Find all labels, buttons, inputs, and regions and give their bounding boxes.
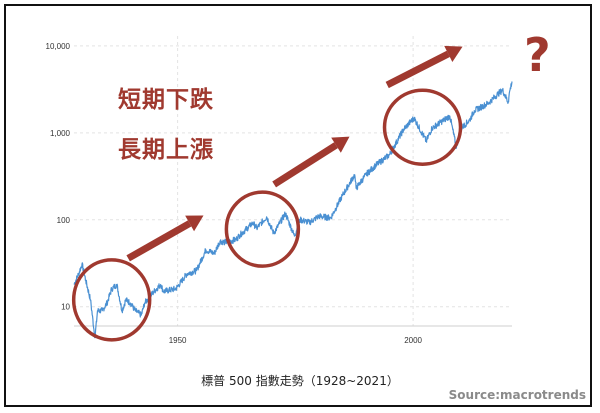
highlight-circle bbox=[71, 258, 152, 342]
highlight-circle bbox=[382, 88, 463, 166]
highlight-circle bbox=[224, 190, 301, 268]
y-tick-label: 10,000 bbox=[46, 42, 71, 51]
question-mark-icon: ? bbox=[524, 28, 551, 82]
axes: 10 100 1,000 10,000 1950 2000 bbox=[46, 42, 512, 345]
headline-short-term: 短期下跌 bbox=[118, 87, 214, 113]
y-tick-label: 10 bbox=[61, 303, 70, 312]
trend-arrow-shaft bbox=[126, 220, 192, 262]
y-tick-label: 1,000 bbox=[50, 129, 71, 138]
y-tick-label: 100 bbox=[57, 216, 71, 225]
chart-caption: 標普 500 指數走勢（1928~2021） bbox=[201, 374, 399, 388]
trend-arrow-shaft bbox=[385, 50, 450, 89]
annotations bbox=[71, 45, 463, 342]
x-tick-label: 2000 bbox=[404, 336, 422, 345]
x-tick-label: 1950 bbox=[169, 336, 187, 345]
sp500-line bbox=[73, 81, 513, 339]
source-credit: Source:macrotrends bbox=[448, 388, 586, 402]
trend-arrow-head bbox=[444, 45, 463, 62]
headline-long-term: 長期上漲 bbox=[118, 137, 214, 163]
series-layer bbox=[73, 81, 513, 339]
grid-lines bbox=[74, 36, 512, 326]
trend-arrow-head bbox=[185, 215, 204, 232]
trend-arrow-shaft bbox=[272, 142, 338, 188]
trend-arrow-head bbox=[331, 136, 350, 153]
